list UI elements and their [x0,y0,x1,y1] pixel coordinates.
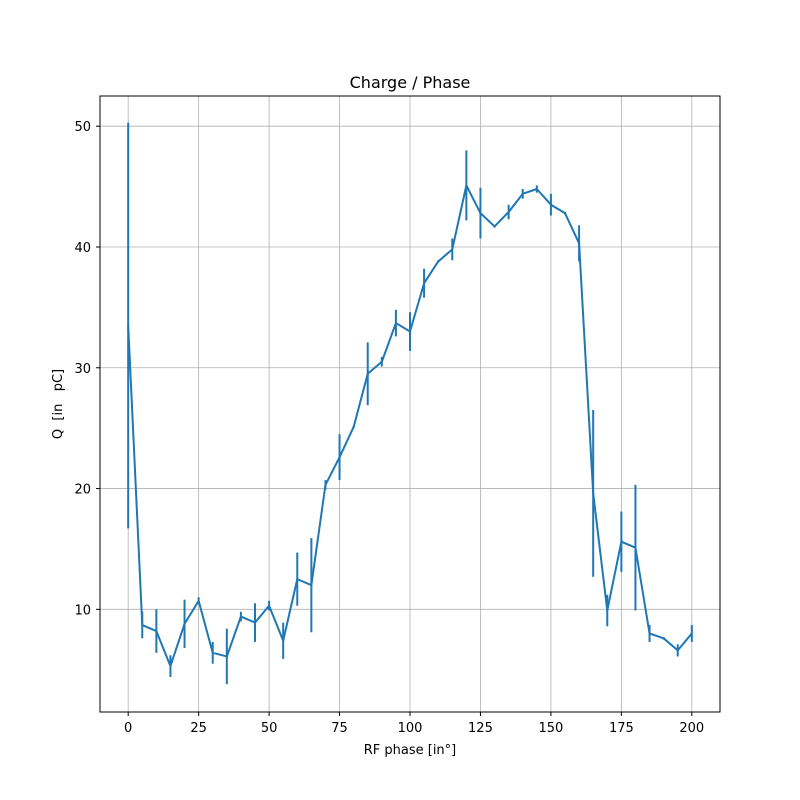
y-tick-label: 40 [74,241,91,256]
axis-ticks: 0 25 50 75 100 125 150 175 200 10 20 30 40 50 [74,120,704,736]
x-tick-label: 0 [124,721,132,736]
x-tick-label: 100 [398,721,423,736]
x-tick-label: 150 [538,721,563,736]
y-tick-label: 20 [74,483,91,498]
x-tick-label: 25 [190,721,207,736]
y-tick-label: 30 [74,362,91,377]
x-tick-label: 50 [261,721,278,736]
data-series [127,122,693,685]
x-axis-label: RF phase [in°] [364,743,457,758]
x-tick-label: 75 [331,721,348,736]
x-tick-label: 175 [609,721,634,736]
x-tick-label: 200 [679,721,704,736]
chart-title: Charge / Phase [350,73,471,92]
y-tick-label: 50 [74,120,91,135]
y-axis-label: Q [in pC] [51,369,66,439]
x-tick-label: 125 [468,721,493,736]
y-tick-label: 10 [74,603,91,618]
